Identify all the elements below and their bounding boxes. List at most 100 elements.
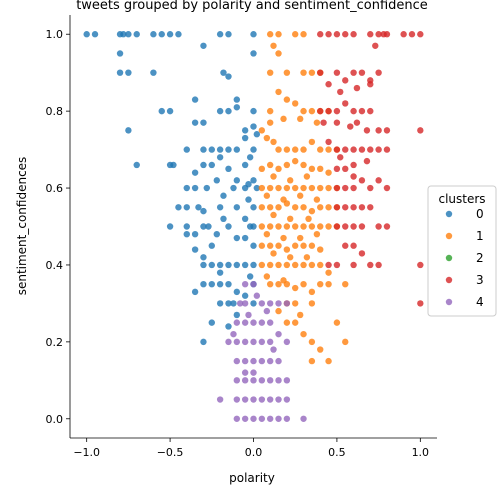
scatter-point-cluster-3 <box>383 31 391 38</box>
scatter-point-cluster-1 <box>270 250 277 257</box>
scatter-point-cluster-0 <box>225 107 232 115</box>
scatter-point-cluster-0 <box>241 161 249 169</box>
scatter-point-cluster-0 <box>175 204 182 211</box>
scatter-point-cluster-4 <box>250 338 257 346</box>
scatter-point-cluster-0 <box>183 184 190 192</box>
scatter-point-cluster-0 <box>250 123 257 130</box>
scatter-point-cluster-0 <box>150 69 157 76</box>
scatter-point-cluster-1 <box>300 261 307 269</box>
scatter-point-cluster-0 <box>216 204 224 211</box>
scatter-point-cluster-4 <box>258 415 266 422</box>
scatter-point-cluster-1 <box>342 338 349 346</box>
scatter-point-cluster-1 <box>292 184 299 192</box>
scatter-point-cluster-0 <box>200 338 207 346</box>
scatter-point-cluster-1 <box>300 242 307 249</box>
scatter-point-cluster-0 <box>233 96 241 103</box>
scatter-point-cluster-1 <box>266 280 274 288</box>
scatter-point-cluster-3 <box>358 204 366 211</box>
scatter-point-cluster-3 <box>350 107 357 115</box>
scatter-point-cluster-3 <box>358 107 366 115</box>
scatter-point-cluster-3 <box>317 31 324 38</box>
scatter-point-cluster-4 <box>266 396 274 403</box>
scatter-point-cluster-1 <box>287 215 294 223</box>
scatter-point-cluster-3 <box>375 69 382 76</box>
scatter-point-cluster-4 <box>250 369 257 376</box>
scatter-point-cluster-3 <box>342 223 349 230</box>
scatter-point-cluster-3 <box>350 261 357 269</box>
scatter-point-cluster-1 <box>280 234 287 242</box>
scatter-point-cluster-0 <box>216 280 224 288</box>
scatter-point-cluster-0 <box>166 223 174 230</box>
scatter-point-cluster-1 <box>275 50 282 57</box>
scatter-point-cluster-0 <box>205 223 212 230</box>
scatter-point-cluster-3 <box>417 31 424 38</box>
scatter-point-cluster-1 <box>325 357 332 365</box>
scatter-point-cluster-0 <box>233 146 241 153</box>
scatter-point-cluster-0 <box>225 300 232 307</box>
scatter-point-cluster-0 <box>125 69 132 76</box>
scatter-point-cluster-1 <box>266 223 274 230</box>
scatter-point-cluster-1 <box>283 146 291 153</box>
scatter-point-cluster-1 <box>292 31 299 38</box>
scatter-point-cluster-1 <box>325 204 332 211</box>
scatter-point-cluster-0 <box>191 246 199 253</box>
scatter-point-cluster-3 <box>333 31 341 38</box>
scatter-point-cluster-1 <box>297 234 304 242</box>
scatter-point-cluster-0 <box>250 146 257 153</box>
scatter-point-cluster-0 <box>233 104 241 111</box>
scatter-point-cluster-0 <box>220 192 227 199</box>
scatter-point-cluster-3 <box>342 184 349 192</box>
scatter-point-cluster-0 <box>216 300 224 307</box>
scatter-point-cluster-4 <box>275 377 282 384</box>
scatter-point-cluster-3 <box>325 138 332 146</box>
scatter-point-cluster-3 <box>375 127 382 134</box>
scatter-point-cluster-3 <box>375 177 382 184</box>
scatter-point-cluster-4 <box>300 415 307 422</box>
scatter-point-cluster-3 <box>367 261 374 269</box>
scatter-point-cluster-1 <box>325 146 332 153</box>
scatter-point-cluster-3 <box>383 184 391 192</box>
scatter-point-cluster-3 <box>317 107 324 115</box>
scatter-point-cluster-1 <box>308 288 316 296</box>
scatter-point-cluster-1 <box>275 146 282 153</box>
scatter-point-cluster-4 <box>241 338 249 346</box>
scatter-point-cluster-0 <box>225 223 232 230</box>
y-tick-label: 0.0 <box>46 413 64 426</box>
scatter-point-cluster-3 <box>350 242 357 249</box>
scatter-point-cluster-1 <box>317 146 324 153</box>
scatter-point-cluster-0 <box>233 204 241 211</box>
scatter-point-cluster-1 <box>263 192 271 199</box>
scatter-point-cluster-0 <box>191 169 199 176</box>
scatter-point-cluster-1 <box>325 269 332 276</box>
scatter-point-cluster-1 <box>266 184 274 192</box>
scatter-point-cluster-0 <box>116 50 124 57</box>
scatter-point-cluster-4 <box>250 280 257 288</box>
scatter-point-cluster-1 <box>258 204 266 211</box>
scatter-point-cluster-1 <box>258 165 266 173</box>
scatter-point-cluster-1 <box>313 196 321 203</box>
scatter-point-cluster-4 <box>216 396 224 403</box>
scatter-point-cluster-0 <box>225 280 232 288</box>
scatter-point-cluster-0 <box>213 177 220 184</box>
scatter-point-cluster-4 <box>241 377 249 384</box>
scatter-point-cluster-1 <box>308 300 316 307</box>
scatter-point-cluster-1 <box>305 215 312 223</box>
scatter-point-cluster-1 <box>297 115 304 123</box>
scatter-point-cluster-0 <box>213 230 220 238</box>
scatter-point-cluster-3 <box>375 31 382 38</box>
scatter-point-cluster-1 <box>275 88 282 96</box>
scatter-point-cluster-4 <box>233 338 241 346</box>
scatter-point-cluster-3 <box>358 69 366 76</box>
x-tick-label: 0.5 <box>328 446 346 459</box>
scatter-point-cluster-4 <box>258 300 266 307</box>
scatter-point-cluster-1 <box>313 119 321 126</box>
scatter-point-cluster-3 <box>342 242 349 249</box>
scatter-point-cluster-3 <box>353 84 361 92</box>
scatter-point-cluster-3 <box>317 69 324 76</box>
scatter-point-cluster-1 <box>283 69 291 76</box>
scatter-point-cluster-1 <box>342 280 349 288</box>
legend-label-cluster-1: 1 <box>476 229 484 243</box>
scatter-point-cluster-0 <box>208 261 215 269</box>
